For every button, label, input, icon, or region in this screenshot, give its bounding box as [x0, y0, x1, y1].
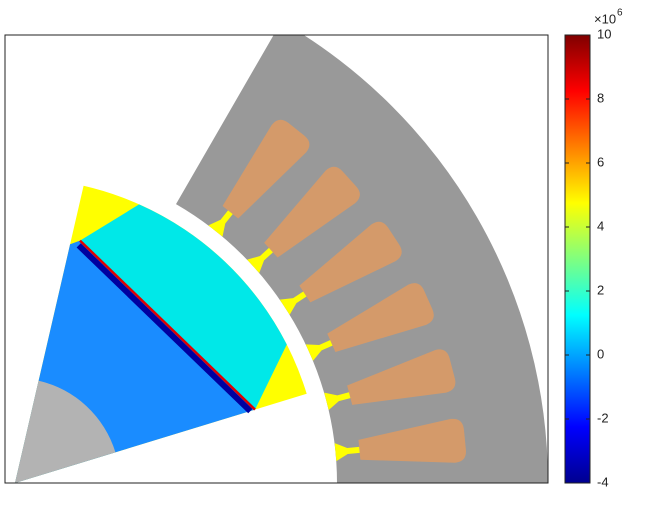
flux-edge — [76, 243, 253, 414]
slot-opening — [279, 291, 307, 315]
colorbar-tick-label: 8 — [597, 90, 604, 105]
magnet — [80, 204, 287, 410]
slot — [208, 119, 310, 237]
colorbar-tick-label: 0 — [597, 346, 604, 361]
colorbar-tick-label: 10 — [597, 26, 611, 41]
axes-box — [4, 34, 549, 484]
slot — [324, 349, 456, 410]
shaft — [15, 380, 116, 483]
colorbar-tick-label: 4 — [597, 218, 604, 233]
slot-opening — [305, 340, 333, 361]
slot-opening — [324, 392, 351, 410]
colorbar-multiplier-power: 6 — [617, 8, 623, 19]
slot-opening — [334, 443, 360, 462]
winding — [347, 349, 456, 405]
slot-opening — [247, 247, 273, 273]
colorbar-tick-label: -2 — [597, 410, 609, 425]
winding — [222, 119, 310, 219]
slot — [247, 166, 360, 273]
flux-edge — [79, 239, 256, 411]
winding — [264, 166, 360, 258]
slot — [305, 283, 434, 361]
motor-geometry — [15, 35, 548, 483]
colorbar — [564, 34, 591, 484]
colorbar-tick-label: -4 — [597, 474, 609, 489]
slot — [334, 418, 466, 463]
slot-opening — [208, 210, 233, 237]
slot — [279, 221, 402, 315]
colorbar-multiplier: ×10 — [594, 11, 616, 26]
colorbar-tick-label: 2 — [597, 282, 604, 297]
winding — [358, 418, 466, 463]
winding — [327, 283, 434, 352]
colorbar-tick-label: 6 — [597, 154, 604, 169]
winding — [299, 221, 402, 303]
